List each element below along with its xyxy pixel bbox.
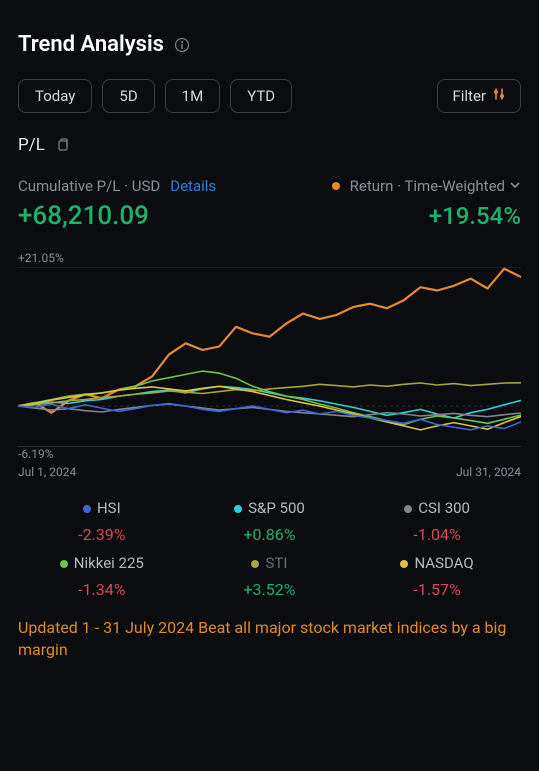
- x-axis: Jul 1, 2024 Jul 31, 2024: [18, 465, 521, 479]
- chevron-down-icon: [509, 177, 521, 195]
- legend-cell: HSI -2.39%: [18, 499, 186, 544]
- legend: HSI -2.39%S&P 500 +0.86% CSI 300 -1.04% Nikke…: [18, 499, 521, 599]
- legend-name: HSI: [18, 499, 186, 517]
- pl-label: P/L: [18, 135, 45, 155]
- filter-icon: [492, 87, 506, 105]
- info-icon[interactable]: [174, 37, 190, 53]
- legend-dot-icon: [234, 505, 242, 513]
- big-values-row: +68,210.09 +19.54%: [18, 201, 521, 231]
- legend-value: -1.57%: [353, 580, 521, 599]
- title-row: Trend Analysis: [18, 32, 521, 57]
- return-selector[interactable]: Return · Time-Weighted: [332, 177, 521, 195]
- details-link[interactable]: Details: [170, 177, 216, 195]
- x-axis-min: Jul 1, 2024: [18, 465, 76, 479]
- y-axis-min: -6.19%: [18, 447, 521, 461]
- legend-cell: STI +3.52%: [186, 554, 354, 599]
- legend-value: -1.04%: [353, 525, 521, 544]
- x-axis-max: Jul 31, 2024: [456, 465, 521, 479]
- legend-dot-icon: [251, 560, 259, 568]
- tab-today[interactable]: Today: [18, 79, 92, 113]
- tab-5d[interactable]: 5D: [102, 79, 154, 113]
- legend-dot-icon: [83, 505, 91, 513]
- chart-area: +21.05% -6.19% Jul 1, 2024 Jul 31, 2024: [18, 251, 521, 479]
- return-label: Return · Time-Weighted: [350, 177, 505, 195]
- line-chart: [18, 267, 521, 447]
- legend-name: CSI 300: [353, 499, 521, 517]
- update-note: Updated 1 - 31 July 2024 Beat all major …: [18, 617, 521, 660]
- return-value: +19.54%: [429, 202, 521, 230]
- cumulative-label: Cumulative P/L · USD: [18, 177, 160, 195]
- legend-cell: CSI 300 -1.04%: [353, 499, 521, 544]
- return-dot-icon: [332, 182, 340, 190]
- filter-label: Filter: [452, 87, 486, 105]
- legend-row: HSI -2.39%S&P 500 +0.86% CSI 300 -1.04%: [18, 499, 521, 544]
- tabs-row: Today 5D 1M YTD Filter: [18, 79, 521, 113]
- tab-1m[interactable]: 1M: [165, 79, 221, 113]
- legend-cell: NASDAQ -1.57%: [353, 554, 521, 599]
- cumulative-value: +68,210.09: [18, 201, 149, 231]
- legend-dot-icon: [404, 505, 412, 513]
- legend-dot-icon: [400, 560, 408, 568]
- legend-value: -2.39%: [18, 525, 186, 544]
- legend-cell: S&P 500 +0.86%: [186, 499, 354, 544]
- legend-value: +3.52%: [186, 580, 354, 599]
- y-axis-max: +21.05%: [18, 251, 521, 265]
- legend-cell: Nikkei 225 -1.34%: [18, 554, 186, 599]
- legend-dot-icon: [60, 560, 68, 568]
- legend-value: -1.34%: [18, 580, 186, 599]
- legend-name: S&P 500: [186, 499, 354, 517]
- legend-name: NASDAQ: [353, 554, 521, 572]
- pl-row: P/L: [18, 135, 521, 155]
- page-title: Trend Analysis: [18, 32, 164, 57]
- app-root: Trend Analysis Today 5D 1M YTD Filter P/…: [0, 0, 539, 771]
- legend-row: Nikkei 225 -1.34%STI +3.52% NASDAQ -1.57%: [18, 554, 521, 599]
- legend-name: Nikkei 225: [18, 554, 186, 572]
- legend-value: +0.86%: [186, 525, 354, 544]
- stats-row: Cumulative P/L · USD Details Return · Ti…: [18, 177, 521, 195]
- legend-name: STI: [186, 554, 354, 572]
- copy-icon[interactable]: [55, 137, 71, 153]
- tab-ytd[interactable]: YTD: [230, 79, 292, 113]
- filter-button[interactable]: Filter: [437, 79, 521, 113]
